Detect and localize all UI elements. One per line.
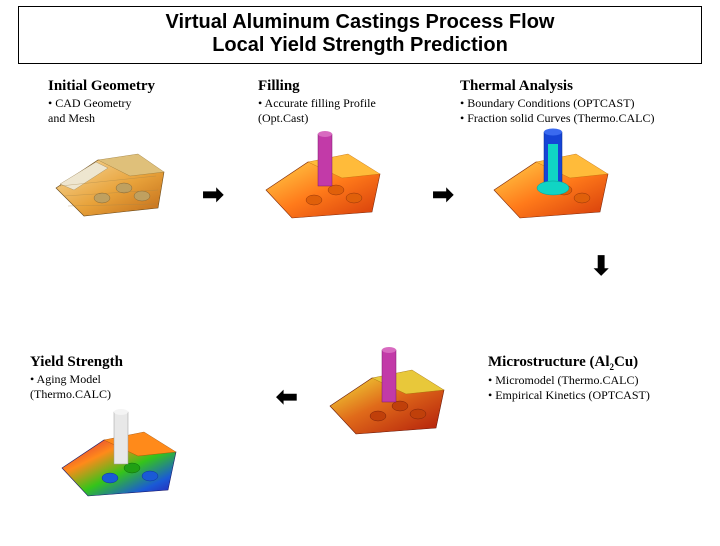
casting-model-initial — [38, 126, 178, 221]
title-line-2: Local Yield Strength Prediction — [27, 34, 693, 57]
stage-heading: Filling — [258, 78, 376, 95]
flow-arrow-4: ➡ — [276, 384, 298, 410]
casting-model-yield — [48, 404, 188, 499]
flow-arrow-2: ➡ — [432, 182, 454, 208]
stage-yield-strength-label: Yield Strength • Aging Model (Thermo.CAL… — [30, 354, 123, 402]
stage-bullet: • Fraction solid Curves (Thermo.CALC) — [460, 111, 655, 126]
title-line-1: Virtual Aluminum Castings Process Flow — [27, 11, 693, 34]
stage-thermal-label: Thermal Analysis • Boundary Conditions (… — [460, 78, 655, 126]
stage-heading: Initial Geometry — [48, 78, 155, 95]
stage-heading: Thermal Analysis — [460, 78, 655, 95]
casting-model-thermal — [480, 126, 620, 221]
stage-bullet: • Aging Model — [30, 372, 123, 387]
stage-microstructure-label: Microstructure (Al2Cu) • Micromodel (The… — [488, 354, 650, 403]
stage-bullet: • Empirical Kinetics (OPTCAST) — [488, 388, 650, 403]
stage-filling-label: Filling • Accurate filling Profile (Opt.… — [258, 78, 376, 126]
flow-arrow-1: ➡ — [202, 182, 224, 208]
stage-bullet: • Boundary Conditions (OPTCAST) — [460, 96, 655, 111]
stage-bullet: • Accurate filling Profile — [258, 96, 376, 111]
stage-bullet: (Thermo.CALC) — [30, 387, 123, 402]
stage-bullet: and Mesh — [48, 111, 155, 126]
flow-arrow-3: ➡ — [588, 254, 614, 276]
casting-model-filling — [252, 126, 392, 221]
stage-bullet: (Opt.Cast) — [258, 111, 376, 126]
stage-heading: Microstructure (Al2Cu) — [488, 354, 650, 372]
title-box: Virtual Aluminum Castings Process Flow L… — [18, 6, 702, 64]
stage-bullet: • CAD Geometry — [48, 96, 155, 111]
stage-initial-geometry-label: Initial Geometry • CAD Geometry and Mesh — [48, 78, 155, 126]
stage-heading: Yield Strength — [30, 354, 123, 371]
casting-model-microstructure — [316, 342, 456, 437]
stage-bullet: • Micromodel (Thermo.CALC) — [488, 373, 650, 388]
